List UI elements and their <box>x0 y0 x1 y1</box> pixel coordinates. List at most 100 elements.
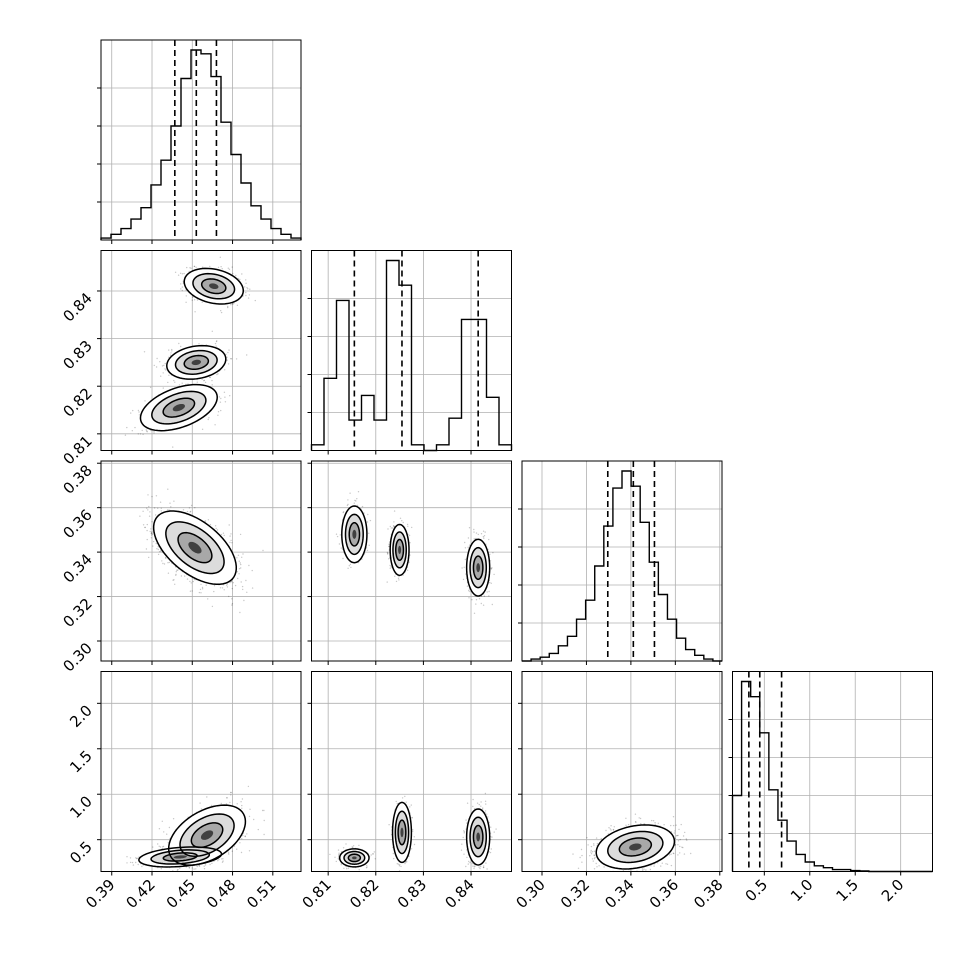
scatter-point <box>157 548 159 551</box>
scatter-point <box>169 354 172 356</box>
scatter-point <box>146 431 148 433</box>
scatter-point <box>163 563 166 565</box>
scatter-point <box>231 587 233 590</box>
scatter-point <box>475 532 478 534</box>
scatter-point <box>483 595 486 597</box>
scatter-point <box>163 364 165 367</box>
scatter-point <box>402 521 404 524</box>
param-3-y-tick-label: 0.32 <box>59 595 95 631</box>
scatter-point <box>366 549 369 552</box>
param-4-x-tick-label: 1.0 <box>787 876 817 906</box>
scatter-point <box>150 532 153 534</box>
scatter-point <box>350 566 352 569</box>
scatter-point <box>464 547 467 549</box>
scatter-point <box>179 272 182 274</box>
scatter-point <box>168 356 170 358</box>
scatter-point <box>228 268 231 270</box>
scatter-point <box>239 611 241 614</box>
param-2-y-tick-label: 0.84 <box>59 289 95 325</box>
scatter-point <box>139 433 142 435</box>
scatter-point <box>238 573 240 575</box>
scatter-point <box>243 599 245 602</box>
scatter-point <box>190 582 192 584</box>
contour-line <box>174 349 218 375</box>
hist-panel-3 <box>518 460 723 665</box>
scatter-point <box>389 525 391 528</box>
scatter-point <box>228 524 230 526</box>
scatter-point <box>198 343 200 345</box>
param-3-y-tick-label: 0.38 <box>59 461 95 497</box>
scatter-point <box>407 525 409 527</box>
scatter-point <box>248 564 250 567</box>
scatter-point <box>142 510 144 512</box>
scatter-point <box>195 266 197 268</box>
scatter-point <box>203 380 205 382</box>
scatter-point <box>174 271 177 273</box>
scatter-point <box>160 510 162 512</box>
scatter-point <box>141 429 143 432</box>
scatter-point <box>186 266 188 269</box>
scatter-point <box>175 574 177 576</box>
scatter-point <box>177 569 179 571</box>
scatter-point <box>489 560 492 562</box>
hist-panel-4: 0.5 1.0 1.5 2.0 <box>728 671 933 906</box>
scatter-point <box>475 537 477 540</box>
scatter-point <box>142 433 144 436</box>
scatter-point <box>246 591 248 593</box>
scatter-point <box>156 548 158 550</box>
contour-line <box>200 278 227 295</box>
scatter-point <box>387 528 389 530</box>
scatter-point <box>247 297 250 299</box>
scatter-point <box>190 504 193 507</box>
scatter-point <box>143 351 146 353</box>
scatter-point <box>484 531 486 533</box>
scatter-point <box>209 376 211 379</box>
scatter-point <box>245 291 247 294</box>
scatter-point <box>231 266 233 268</box>
panel-frame <box>100 250 302 451</box>
scatter-point <box>482 530 485 532</box>
scatter-point <box>201 588 204 590</box>
scatter-point <box>180 575 183 577</box>
scatter-point <box>465 573 467 575</box>
panel-frame <box>100 39 302 241</box>
scatter-point <box>145 429 147 431</box>
scatter-point <box>165 557 167 559</box>
scatter-point <box>228 349 230 351</box>
scatter-point <box>180 283 182 285</box>
scatter-point <box>175 573 177 576</box>
scatter-point <box>161 560 163 562</box>
scatter-point <box>491 567 493 569</box>
scatter-point <box>164 362 166 365</box>
scatter-point <box>148 505 150 508</box>
scatter-point <box>401 520 403 522</box>
scatter-point <box>248 294 251 296</box>
scatter-point <box>482 536 485 538</box>
scatter-point <box>196 381 198 383</box>
scatter-point <box>207 519 210 521</box>
scatter-point <box>475 603 477 605</box>
scatter-point <box>224 396 226 398</box>
scatter-point <box>386 551 389 554</box>
scatter-point <box>246 287 248 289</box>
scatter-point <box>173 500 175 502</box>
scatter-point <box>227 306 229 309</box>
scatter-point <box>156 357 158 360</box>
scatter-point <box>160 550 162 553</box>
density-core <box>172 403 185 412</box>
scatter-point <box>226 356 228 358</box>
scatter-point <box>226 583 229 585</box>
scatter-point <box>146 538 148 541</box>
scatter-point <box>126 426 128 429</box>
scatter-point <box>408 534 411 537</box>
scatter-point <box>217 411 220 413</box>
scatter-point <box>146 507 148 509</box>
scatter-point <box>216 529 219 531</box>
scatter-point <box>217 266 220 269</box>
scatter-point <box>157 507 159 509</box>
scatter-point <box>361 505 364 508</box>
scatter-point <box>168 561 171 564</box>
joint-content <box>124 256 256 448</box>
scatter-point <box>124 434 127 436</box>
scatter-point <box>220 311 223 314</box>
